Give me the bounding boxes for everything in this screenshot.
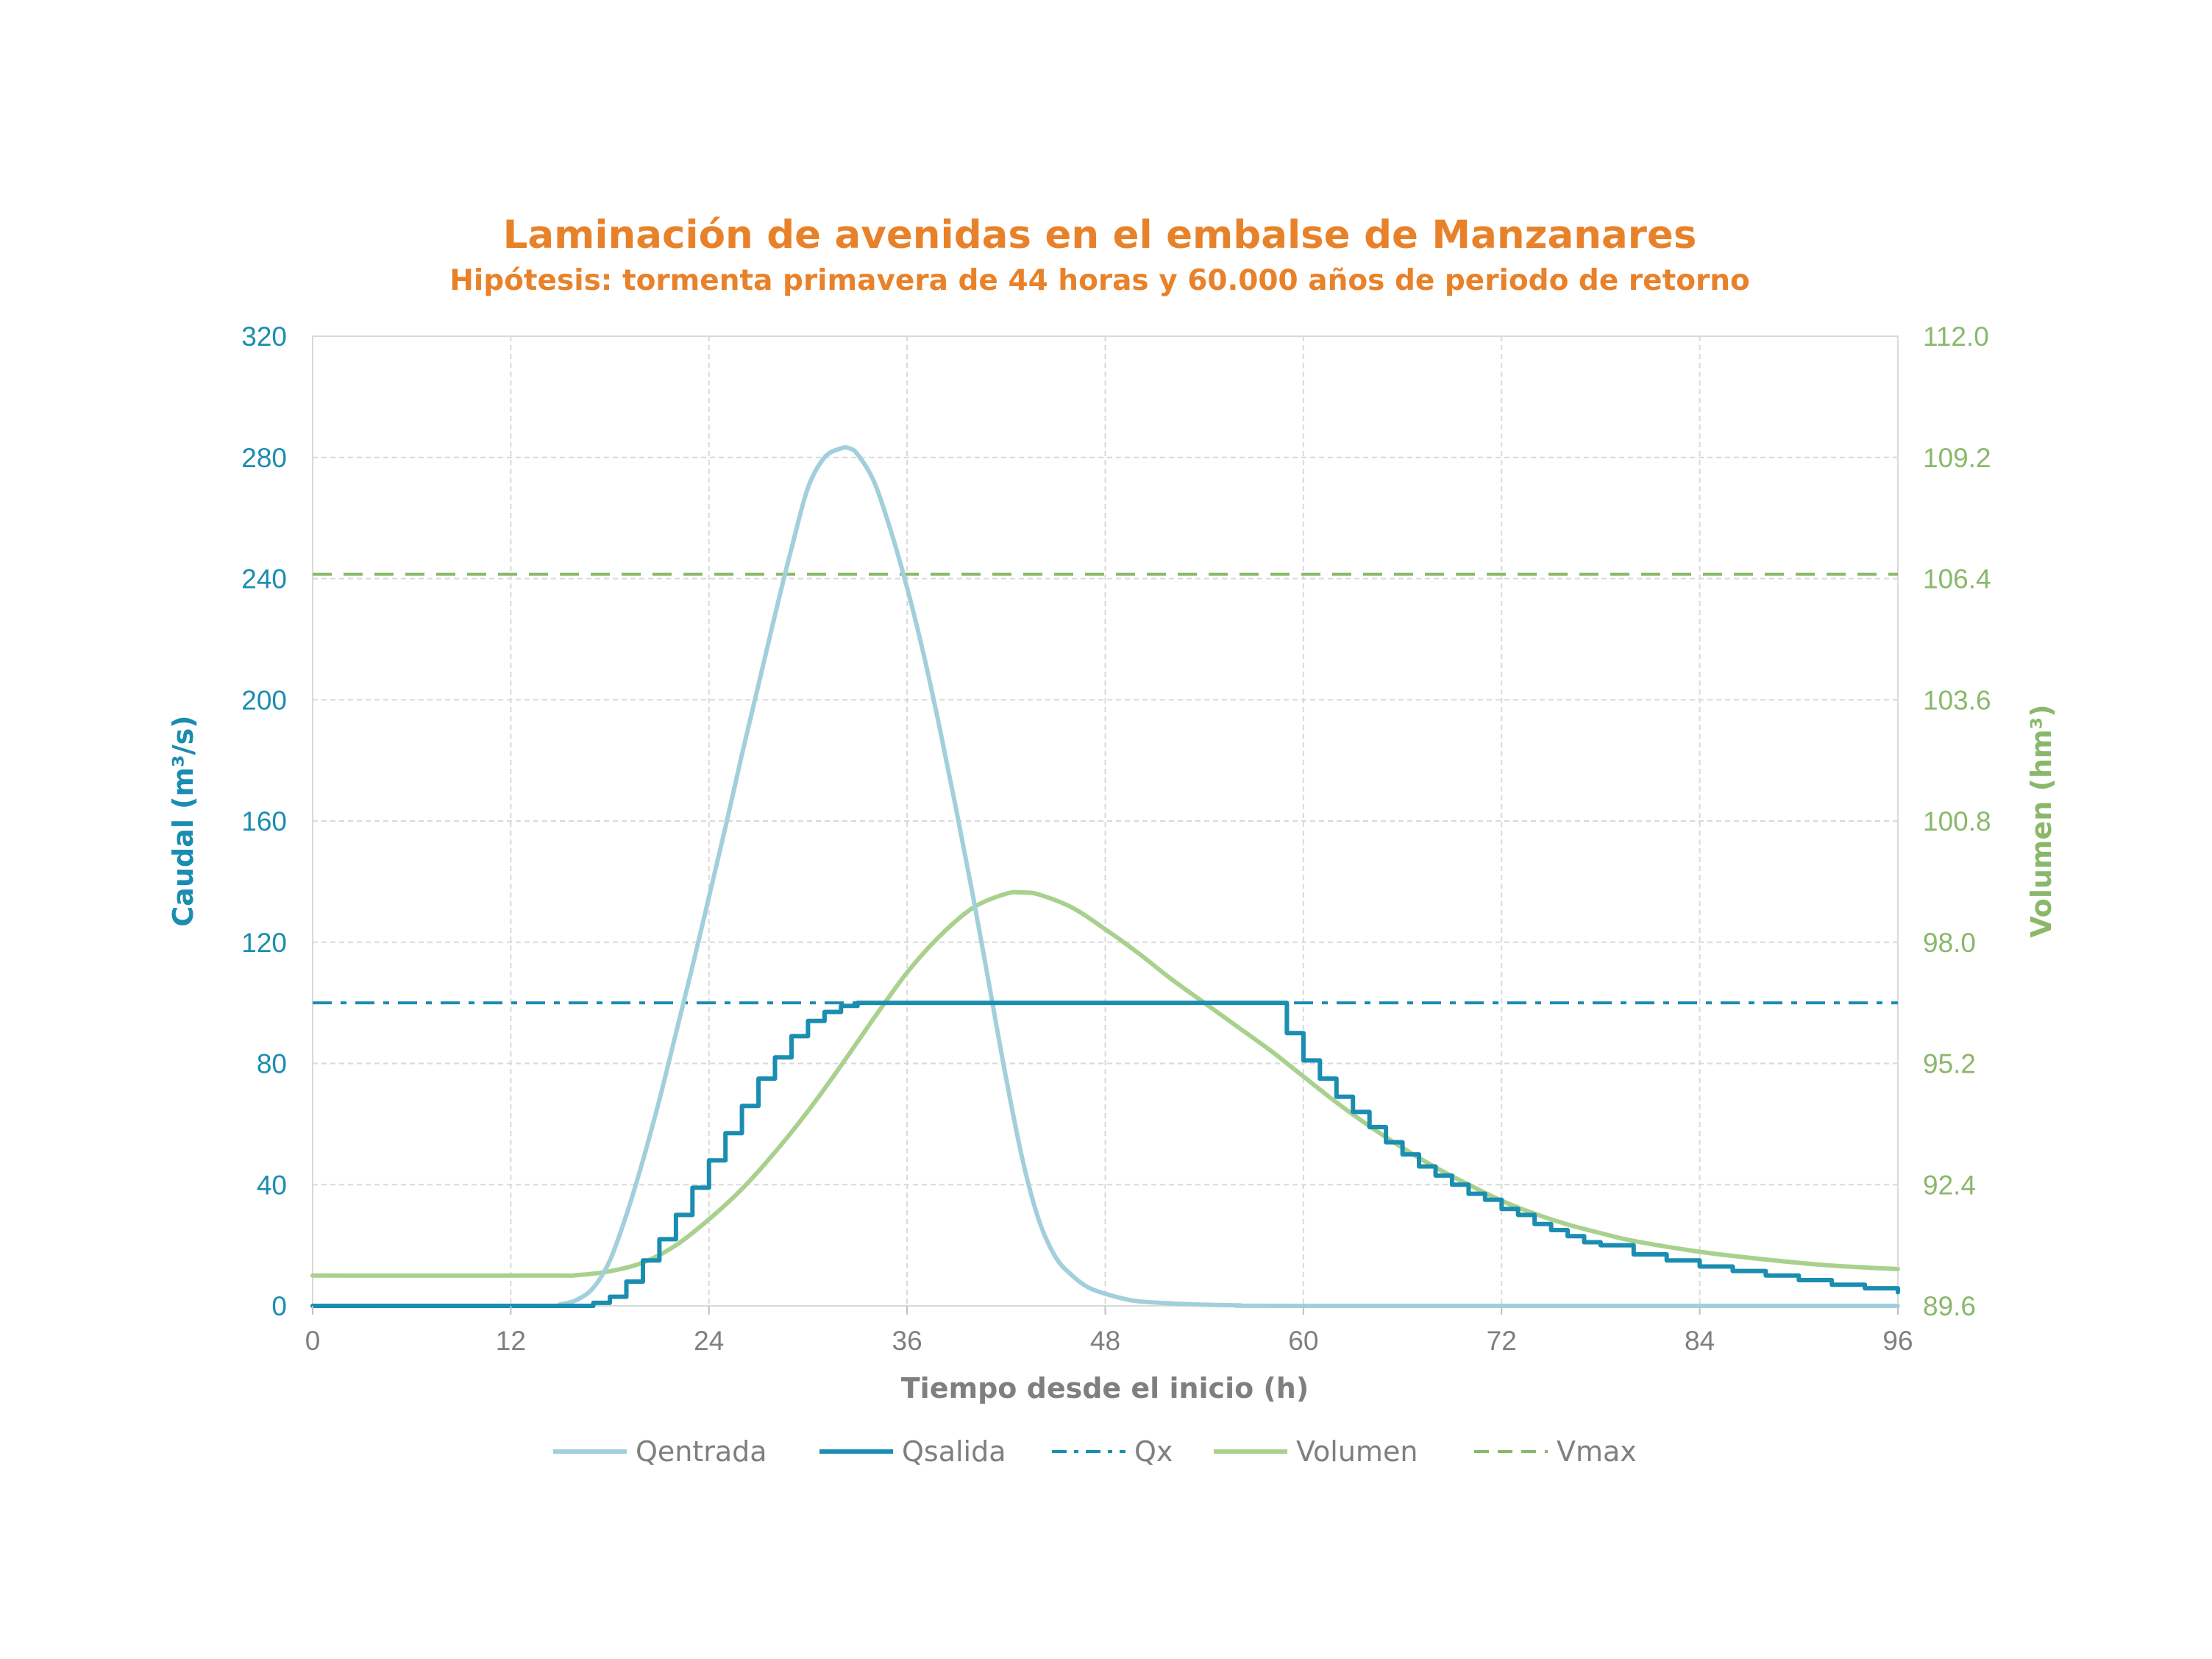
y-tick-label: 40 xyxy=(257,1170,287,1200)
y-tick-label: 320 xyxy=(241,322,287,352)
y-tick-label: 120 xyxy=(241,928,287,958)
y2-tick-label: 98.0 xyxy=(1923,928,1976,958)
x-tick-label: 84 xyxy=(1685,1326,1715,1356)
x-tick-label: 72 xyxy=(1487,1326,1517,1356)
y-tick-label: 80 xyxy=(257,1049,287,1079)
y2-tick-label: 109.2 xyxy=(1923,443,1991,473)
x-tick-label: 48 xyxy=(1090,1326,1120,1356)
y-tick-label: 280 xyxy=(241,443,287,473)
y2-tick-label: 103.6 xyxy=(1923,685,1991,715)
chart-title: Laminación de avenidas en el embalse de … xyxy=(503,213,1697,257)
chart-subtitle: Hipótesis: tormenta primavera de 44 hora… xyxy=(449,264,1750,297)
x-tick-label: 24 xyxy=(694,1326,724,1356)
legend-label: Qentrada xyxy=(636,1435,767,1468)
y-tick-label: 160 xyxy=(241,806,287,836)
x-tick-label: 60 xyxy=(1288,1326,1318,1356)
y2-tick-label: 106.4 xyxy=(1923,564,1991,594)
x-tick-label: 36 xyxy=(892,1326,922,1356)
series-group xyxy=(310,445,1900,1309)
x-tick-label: 0 xyxy=(305,1326,321,1356)
legend-label: Vmax xyxy=(1557,1435,1637,1468)
x-tick-label: 12 xyxy=(496,1326,526,1356)
y-tick-label: 0 xyxy=(271,1291,287,1321)
y2-tick-label: 95.2 xyxy=(1923,1049,1976,1079)
y2-axis-title: Volumen (hm³) xyxy=(2025,704,2058,937)
grid xyxy=(313,336,1898,1306)
series-line-qentrada xyxy=(310,445,1900,1309)
series-line-qsalida xyxy=(310,1001,1900,1308)
x-tick-label: 96 xyxy=(1882,1326,1913,1356)
x-axis-title: Tiempo desde el inicio (h) xyxy=(901,1372,1309,1404)
y2-tick-label: 100.8 xyxy=(1923,806,1991,836)
y-tick-label: 240 xyxy=(241,564,287,594)
legend-label: Qx xyxy=(1134,1435,1173,1468)
y2-tick-label: 112.0 xyxy=(1923,322,1989,352)
legend: Qentrada Qsalida Qx Volumen Vmax xyxy=(553,1435,1637,1468)
y-axis-title: Caudal (m³/s) xyxy=(167,715,199,926)
series-line-volumen xyxy=(310,889,1900,1278)
legend-label: Volumen xyxy=(1296,1435,1418,1468)
legend-label: Qsalida xyxy=(902,1435,1006,1468)
y-tick-label: 200 xyxy=(241,685,287,715)
y2-tick-label: 92.4 xyxy=(1923,1170,1976,1200)
y2-tick-label: 89.6 xyxy=(1923,1291,1976,1321)
